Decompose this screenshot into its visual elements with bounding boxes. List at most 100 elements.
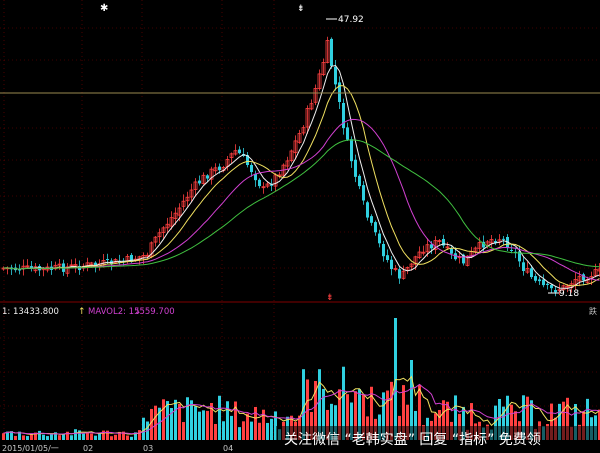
volume-bar (74, 429, 77, 440)
candle-body (366, 202, 369, 218)
volume-bar (550, 403, 553, 440)
candle-body (393, 268, 398, 270)
mavol2-label: MAVOL2: 15559.700 (88, 307, 175, 317)
volume-bar (246, 413, 249, 440)
volume-bar (346, 394, 349, 440)
candle-body (577, 275, 582, 282)
volume-bar (6, 431, 9, 440)
volume-bar (562, 401, 565, 440)
candle-body (317, 73, 322, 89)
volume-bar (102, 430, 105, 440)
volume-bar (142, 417, 145, 440)
candle-body (525, 268, 530, 273)
candle-body (33, 266, 38, 272)
candle-body (409, 263, 414, 268)
candle-body (325, 40, 330, 63)
candle-body (209, 168, 214, 180)
volume-bar (10, 431, 13, 440)
candle-body (518, 251, 521, 262)
volume-bar (214, 423, 217, 440)
volume-bar (342, 366, 345, 440)
volume-bar (126, 435, 129, 440)
volume-bar (510, 404, 513, 440)
volume-bar (274, 411, 277, 440)
volume-bar (530, 400, 533, 440)
volume-bar (406, 404, 409, 440)
volume-bar (62, 434, 65, 440)
candle-body (506, 237, 509, 249)
candle-body (522, 262, 525, 272)
candle-body (473, 247, 478, 252)
volume-bar (90, 433, 93, 440)
volume-bar (586, 398, 589, 440)
candle-body (301, 127, 306, 134)
volume-bar (582, 411, 585, 440)
candle-body (321, 62, 326, 75)
candle-body (565, 285, 570, 288)
candle-body (534, 276, 537, 281)
volume-bar (498, 398, 501, 440)
x-axis-date-label: 2015/01/05/一 (2, 444, 59, 453)
candle-body (1, 267, 6, 270)
candle-body (65, 266, 70, 274)
volume-bar (66, 431, 69, 440)
volume-bar (38, 430, 41, 440)
volume-bar (446, 401, 449, 440)
candle-body (557, 289, 562, 292)
low-marker-label: 9.18 (559, 289, 579, 299)
candle-body (346, 127, 349, 140)
candle-body (89, 262, 94, 266)
candle-body (442, 238, 445, 246)
volume-bar (334, 405, 337, 440)
watermark-backdrop (276, 426, 598, 450)
volume-bar (122, 431, 125, 440)
ma-line-5 (3, 64, 600, 289)
volume-bar (210, 402, 213, 440)
volume-bar (526, 396, 529, 440)
volume-bar (190, 400, 193, 440)
candle-body (430, 244, 433, 249)
candle-body (118, 260, 121, 263)
volume-bar (58, 435, 61, 440)
volume-bar (50, 433, 53, 440)
candle-body (450, 248, 453, 254)
volume-bar (182, 422, 185, 440)
volume-bar (402, 385, 405, 440)
volume-bar (98, 432, 101, 440)
mavol2-arrow: ↓ (134, 307, 142, 317)
candle-body (201, 174, 206, 184)
candle-body (157, 232, 162, 238)
candle-body (261, 186, 266, 189)
candle-body (218, 166, 221, 171)
candle-body (250, 164, 253, 173)
candle-body (374, 222, 377, 233)
x-axis-month-02: 02 (83, 444, 93, 453)
candle-body (370, 216, 373, 223)
volume-bar (222, 421, 225, 440)
volume-ma-line-10 (3, 383, 600, 435)
candle-body (57, 263, 62, 266)
candle-body (246, 155, 249, 165)
candle-body (334, 66, 337, 85)
volume-bar (22, 435, 25, 440)
volume-bar (186, 397, 189, 440)
candle-body (53, 264, 58, 270)
volume-bar (362, 394, 365, 440)
volume-bar (34, 432, 37, 440)
volume-bar (170, 408, 173, 440)
candle-body (354, 159, 357, 177)
ma-line-20 (3, 118, 600, 281)
candle-body (94, 262, 97, 266)
candle-body (502, 238, 505, 240)
watermark-text: 关注微信 “老韩实盘” 回复 “指标” 免费领 (284, 431, 541, 448)
volume-bar (370, 386, 373, 440)
x-axis-month-04: 04 (223, 444, 233, 453)
volume-bar (82, 433, 85, 440)
volume-bar (470, 403, 473, 440)
candle-body (106, 259, 109, 261)
volume-bar (566, 397, 569, 440)
moving-average-lines (3, 64, 600, 289)
candle-body (25, 265, 30, 268)
top-marker: ⇟ (297, 4, 305, 14)
volume-bar (2, 433, 5, 440)
